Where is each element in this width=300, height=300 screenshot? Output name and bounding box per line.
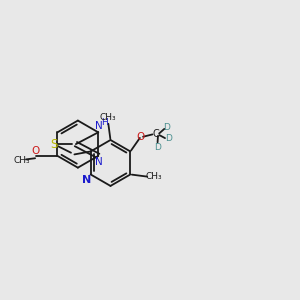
Text: N: N [82, 175, 92, 185]
Text: O: O [31, 146, 39, 156]
Text: D: D [165, 134, 172, 143]
Text: D: D [164, 123, 170, 132]
Text: O: O [136, 132, 145, 142]
Text: CH₃: CH₃ [100, 112, 116, 122]
Text: S: S [50, 138, 58, 151]
Text: CH₃: CH₃ [13, 156, 30, 165]
Text: H: H [101, 118, 108, 127]
Text: N: N [95, 158, 103, 167]
Text: C: C [153, 129, 159, 140]
Text: CH₃: CH₃ [146, 172, 162, 181]
Text: N: N [95, 121, 103, 131]
Text: D: D [154, 143, 161, 152]
